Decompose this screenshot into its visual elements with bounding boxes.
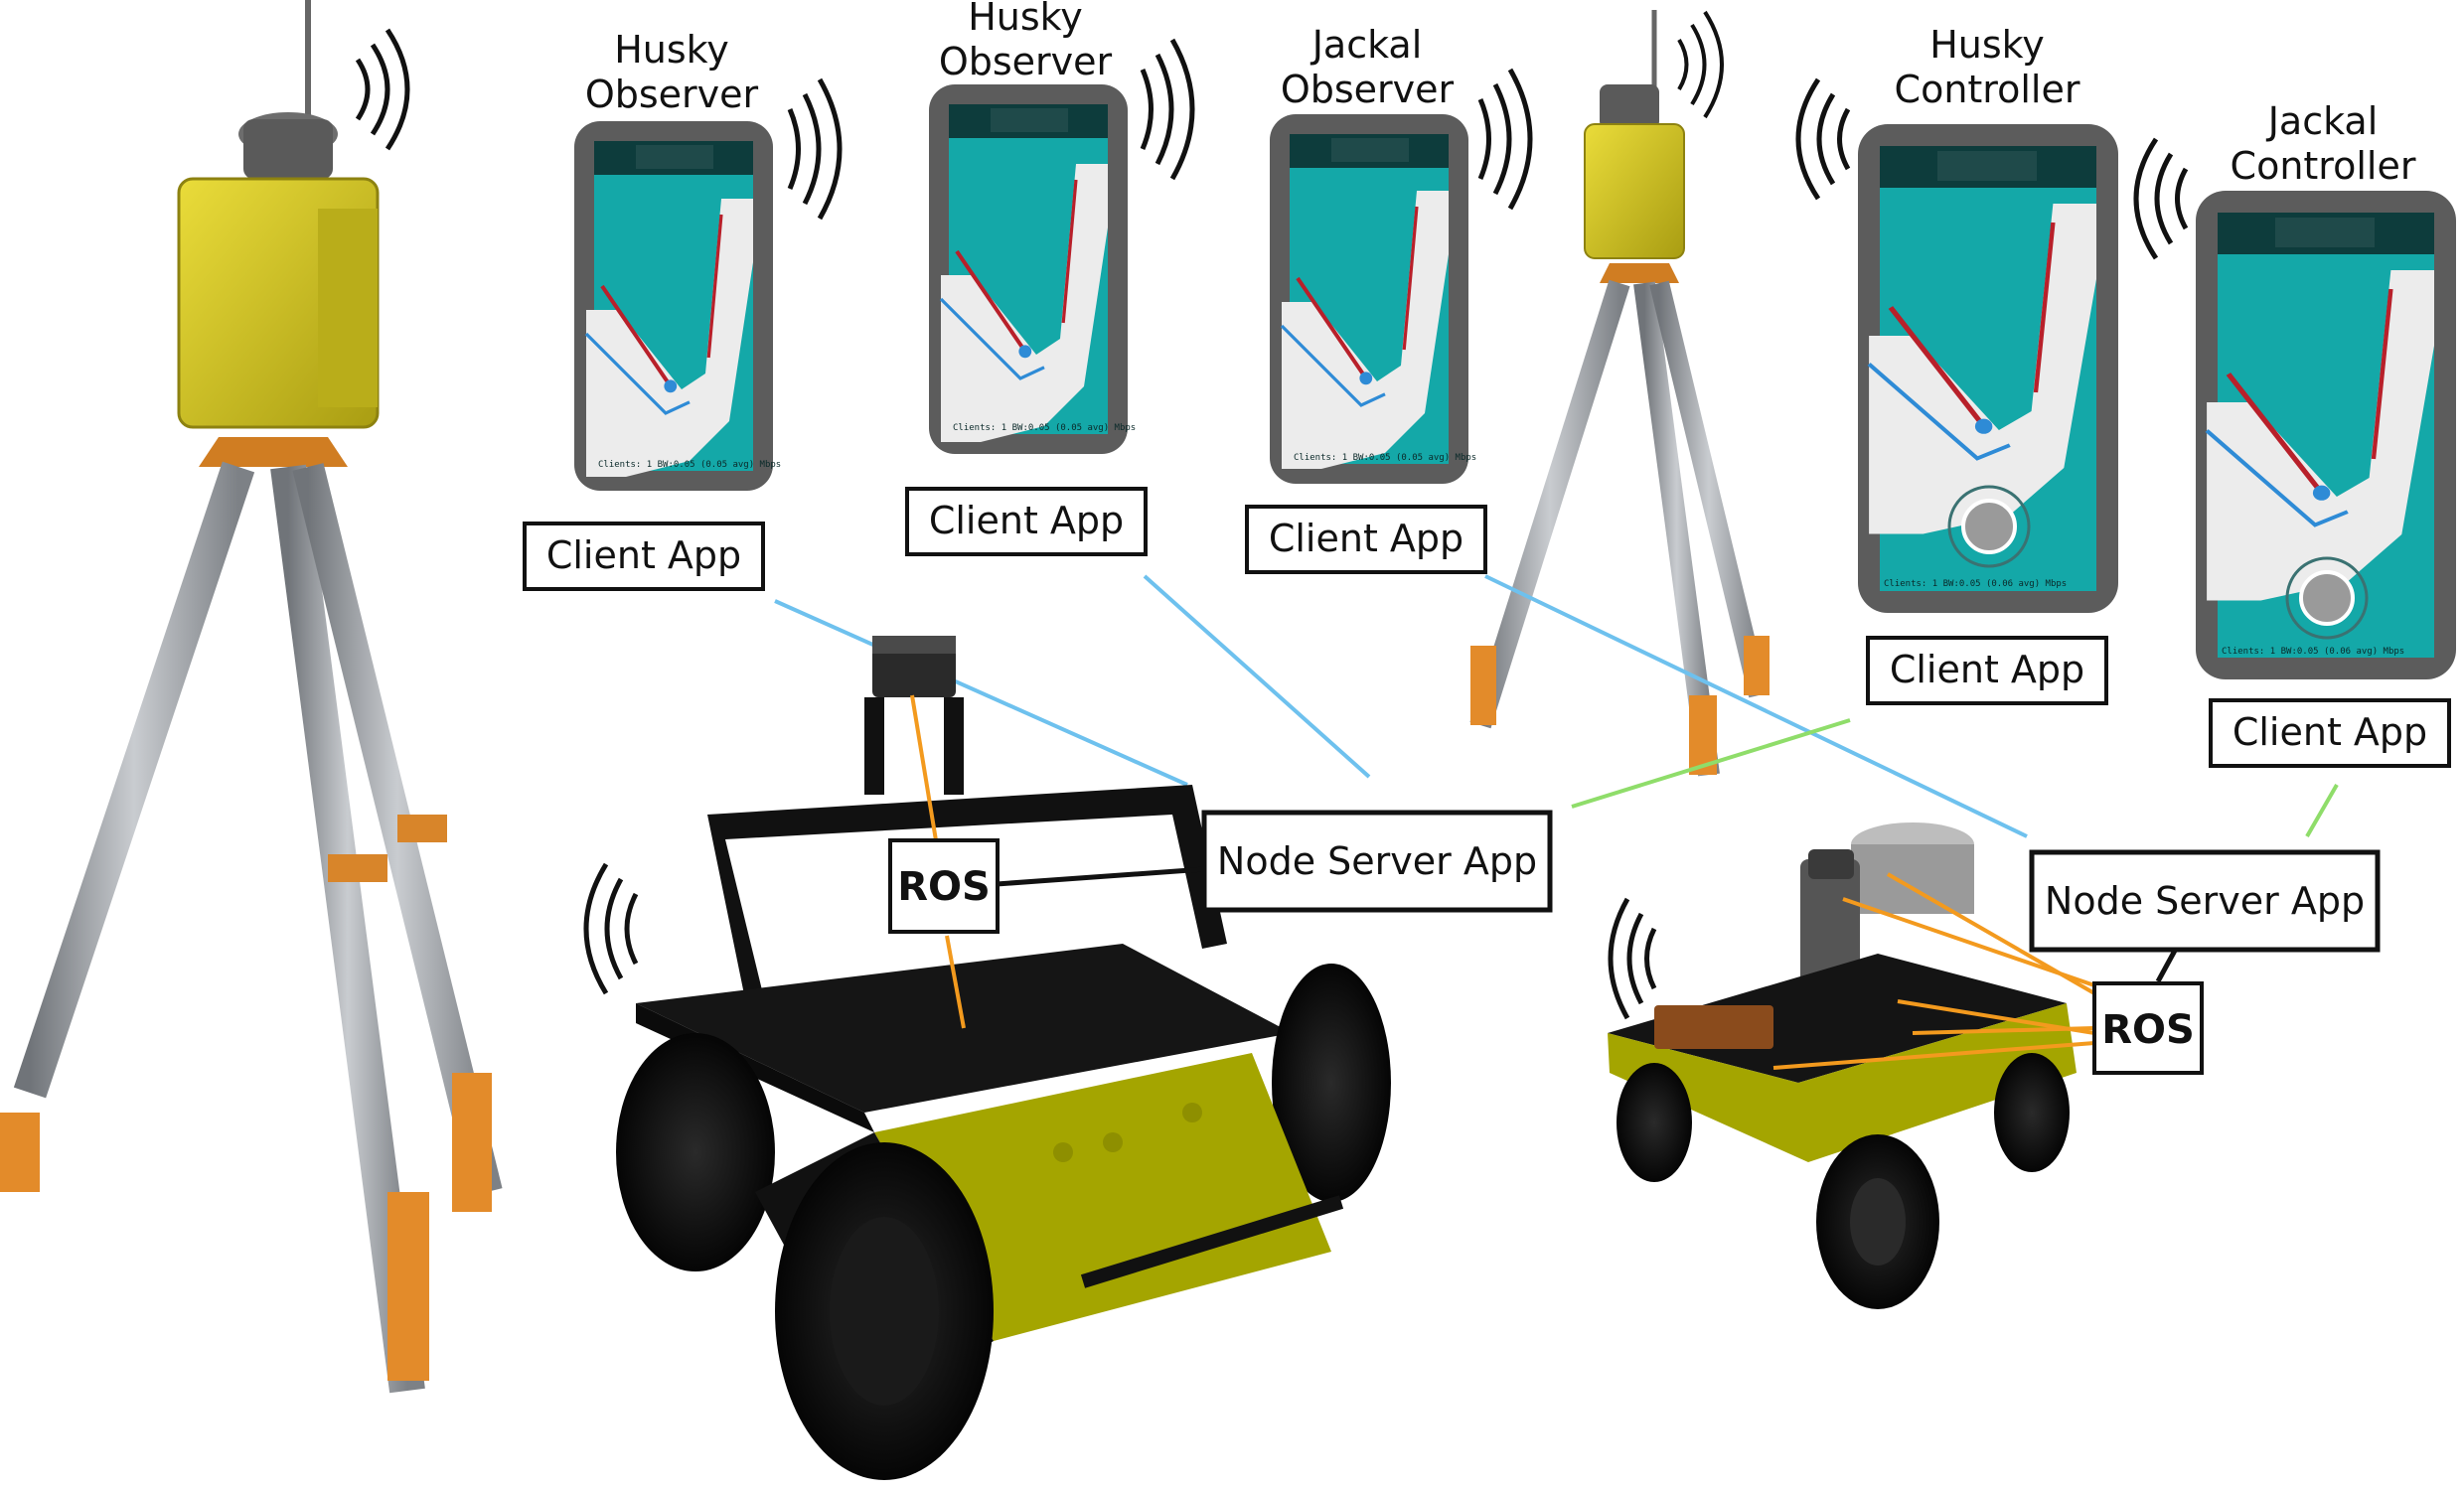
client-app-label: Client App [2233,710,2427,754]
husky-robot [583,636,1391,1480]
device-title-line: Jackal [2266,99,2379,143]
phone-wireless-icons [787,38,2189,260]
jackal-robot [1608,822,2077,1309]
gps-base-station-left [0,0,503,1394]
controller-link [1571,718,1851,809]
wireless-icon [787,77,843,221]
phone-status-text: Clients: 1 BW:0.05 (0.05 avg) Mbps [953,423,1136,433]
wireless-icon [1477,68,1533,211]
wireless-icon [2133,137,2189,260]
client-app-label: Client App [1890,648,2084,691]
ros-label: ROS [897,864,991,910]
ros-label: ROS [2101,1007,2195,1053]
connection-lines [774,574,2339,838]
phone-jackal-controller: Clients: 1 BW:0.05 (0.06 avg) Mbps [2196,191,2456,679]
wireless-icon [583,862,639,995]
ros-server-links [996,866,2179,983]
device-title-line: Controller [2231,144,2416,188]
phone-status-text: Clients: 1 BW:0.05 (0.06 avg) Mbps [2222,647,2404,657]
device-title-line: Husky [1929,23,2045,67]
node-server-label: Node Server App [2045,879,2365,923]
phone-status-text: Clients: 1 BW:0.05 (0.06 avg) Mbps [1884,579,2067,589]
client-app-label: Client App [546,533,741,577]
device-title-line: Observer [939,40,1113,83]
phone-husky-observer: Clients: 1 BW:0.05 (0.05 avg) Mbps [574,121,781,491]
device-title-line: Observer [585,73,759,116]
client-app-label: Client App [1269,517,1463,560]
wireless-icon [1140,38,1195,181]
gps-base-station-right [1469,10,1770,777]
wireless-icon [1677,10,1724,119]
wireless-icon [1795,77,1851,201]
observer-link [1484,574,2028,838]
wireless-icon [355,28,410,151]
ros-links [910,694,2095,1070]
phone-husky-controller: Clients: 1 BW:0.05 (0.06 avg) Mbps [1858,124,2118,613]
ros-box-jackal: ROS [2092,981,2204,1075]
controller-link [2305,784,2339,837]
client-app-boxes: Client App Client App Client App Client … [523,487,2451,768]
node-server-box-jackal: Node Server App [2029,849,2381,953]
device-titles: Husky Observer Husky Observer Jackal Obs… [585,0,2416,188]
client-app-label: Client App [929,499,1124,542]
observer-link [1143,574,1371,779]
phone-status-text: Clients: 1 BW:0.05 (0.05 avg) Mbps [1294,453,1476,463]
device-title-line: Jackal [1310,23,1423,67]
wireless-icon [1608,897,1657,1020]
node-server-box-husky: Node Server App [1201,810,1553,913]
device-title-line: Controller [1895,68,2080,111]
ros-box-husky: ROS [888,838,1000,934]
phone-jackal-observer: Clients: 1 BW:0.05 (0.05 avg) Mbps [1270,114,1476,484]
device-title-line: Husky [614,28,729,72]
observer-link [774,599,1188,787]
device-title-line: Observer [1281,68,1455,111]
phone-status-text: Clients: 1 BW:0.05 (0.05 avg) Mbps [598,460,781,470]
phone-husky-observer-2: Clients: 1 BW:0.05 (0.05 avg) Mbps [929,84,1136,454]
node-server-label: Node Server App [1217,839,1537,883]
device-title-line: Husky [968,0,1083,39]
